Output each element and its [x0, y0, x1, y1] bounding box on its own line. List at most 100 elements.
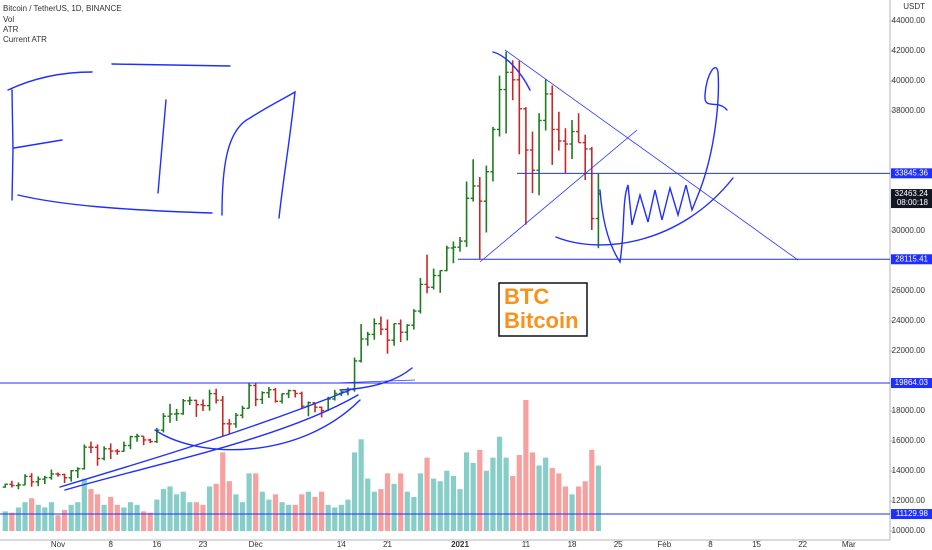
volume-bar — [404, 491, 410, 531]
level-label-box — [891, 378, 932, 389]
volume-bar — [253, 473, 259, 531]
volume-bar — [160, 489, 167, 531]
x-tick-label: 21 — [383, 540, 392, 549]
volume-bar — [318, 491, 325, 531]
volume-bar — [576, 486, 582, 531]
volume-bar — [286, 504, 292, 531]
drawing — [599, 67, 728, 264]
volume-bar — [259, 491, 265, 531]
volume-bar — [101, 504, 107, 531]
volume-bar — [127, 502, 134, 531]
volume-bar — [345, 499, 351, 531]
volume-bar — [299, 494, 305, 531]
chart-title: Bitcoin / TetherUS, 1D, BINANCE — [3, 4, 122, 13]
volume-bar — [595, 465, 601, 531]
drawing — [221, 90, 296, 219]
annotation: BTC — [504, 284, 549, 309]
volume-bar — [384, 473, 391, 531]
volume-bar — [68, 504, 74, 531]
level-label: 11129.98 — [896, 509, 929, 518]
volume-bar — [15, 507, 22, 531]
volume-bar — [94, 494, 101, 531]
volume-bar — [42, 507, 48, 531]
drawings — [7, 49, 799, 491]
level-label-box — [891, 168, 932, 179]
volume-bar — [167, 486, 173, 531]
y-tick-label: 22000.00 — [892, 346, 926, 355]
volume-bar — [398, 473, 404, 531]
volume-bar — [483, 470, 489, 531]
x-tick-label: Mar — [842, 540, 856, 549]
last-price-label: 32463.24 — [895, 189, 929, 198]
currency-label: USDT — [903, 2, 925, 11]
volume-bar — [272, 494, 279, 531]
y-tick-label: 38000.00 — [892, 106, 926, 115]
volume-bar — [516, 455, 522, 531]
volume-bar — [187, 502, 193, 531]
volume-bar — [437, 481, 443, 531]
y-tick-label: 40000.00 — [892, 76, 926, 85]
volume-bar — [490, 457, 496, 531]
x-tick-label: 16 — [152, 540, 161, 549]
volume-bar — [279, 502, 285, 531]
volume-bar — [582, 481, 588, 531]
volume-bar — [246, 473, 252, 531]
volume-bar — [88, 489, 94, 531]
annotation: Bitcoin — [504, 308, 579, 333]
x-tick-label: Feb — [657, 540, 671, 549]
volume-bar — [114, 504, 120, 531]
volume-bar — [239, 502, 246, 531]
x-tick-label: 23 — [199, 540, 208, 549]
x-tick-label: 8 — [708, 540, 713, 549]
y-tick-label: 24000.00 — [892, 316, 926, 325]
volume-bar — [338, 504, 344, 531]
volume-bar — [589, 449, 595, 531]
y-tick-label: 30000.00 — [892, 226, 926, 235]
volume-bar — [29, 498, 35, 531]
volume-bar — [549, 468, 555, 531]
trendline — [479, 49, 799, 263]
level-label: 28115.41 — [895, 254, 928, 263]
x-tick-label: 2021 — [451, 540, 469, 549]
volume-bar — [510, 475, 516, 531]
volume-bar — [292, 504, 298, 531]
volume-bar — [35, 504, 41, 531]
volume-bar — [134, 504, 140, 531]
volume-bar — [431, 478, 437, 531]
indicator-label: Vol — [3, 15, 14, 24]
volume-bar — [556, 473, 562, 531]
volume-bar — [332, 507, 338, 531]
volume-bar — [562, 486, 569, 531]
volume-bar — [193, 502, 199, 531]
volume-bar — [213, 483, 219, 531]
volume-bar — [417, 473, 424, 531]
x-tick-label: Nov — [51, 540, 65, 549]
level-label: 19864.03 — [895, 378, 929, 387]
y-tick-label: 10000.00 — [892, 526, 926, 535]
volume-bar — [391, 483, 397, 531]
volume-bar — [444, 470, 450, 531]
y-tick-label: 14000.00 — [892, 466, 926, 475]
annotation-box — [498, 282, 588, 337]
volume-bar — [81, 478, 87, 531]
x-tick-label: 22 — [798, 540, 807, 549]
y-tick-label: 42000.00 — [892, 46, 926, 55]
volume-bar — [325, 504, 331, 531]
volume-bar — [2, 511, 8, 531]
x-tick-label: 25 — [614, 540, 623, 549]
volume-bar — [470, 462, 476, 531]
volume-bar — [55, 515, 61, 531]
volume-bar — [371, 491, 377, 531]
countdown-label: 08:00:18 — [897, 198, 929, 207]
volume-bar — [358, 439, 364, 531]
x-tick-label: 11 — [522, 540, 531, 549]
volume-bar — [200, 504, 206, 531]
volume-bar — [61, 510, 68, 531]
volume-bar — [503, 457, 509, 531]
volume-bar — [147, 512, 153, 531]
volume-bar — [496, 436, 503, 531]
drawing — [111, 63, 231, 194]
y-tick-label: 26000.00 — [892, 286, 926, 295]
volume-bar — [154, 499, 160, 531]
indicator-label: Current ATR — [3, 35, 47, 44]
